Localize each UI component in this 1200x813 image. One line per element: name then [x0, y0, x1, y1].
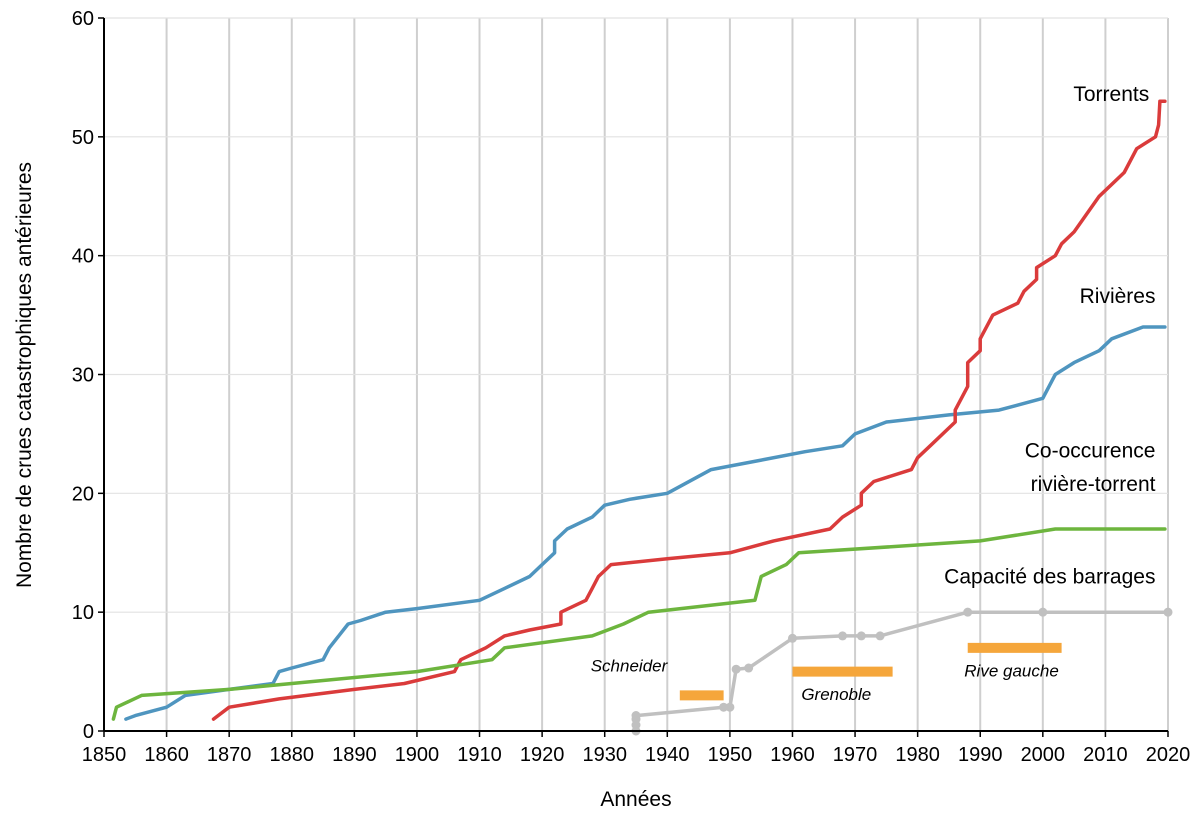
series-label: Capacité des barrages [944, 566, 1155, 589]
x-tick-label: 1870 [207, 744, 252, 766]
x-tick-label: 2010 [1083, 744, 1128, 766]
x-tick-label: 1990 [958, 744, 1003, 766]
x-tick-label: 1900 [395, 744, 440, 766]
x-tick-label: 1860 [144, 744, 189, 766]
data-point [787, 633, 797, 643]
data-point [1038, 607, 1048, 617]
y-tick-label: 0 [83, 721, 94, 743]
x-tick-label: 1880 [270, 744, 315, 766]
x-tick-label: 1920 [520, 744, 565, 766]
x-tick-label: 1960 [770, 744, 815, 766]
series-label: Rivières [1080, 285, 1156, 308]
series-lines [111, 99, 1173, 736]
y-tick-label: 10 [72, 602, 94, 624]
series-label: rivière-torrent [1031, 473, 1156, 496]
series-label: Co-occurence [1025, 440, 1156, 463]
annotations: Torrents Rivières Co-occurence rivière-torr… [944, 83, 1155, 588]
period-bar-label: Grenoble [801, 685, 871, 704]
series-line [211, 99, 1167, 721]
series-label: Torrents [1073, 83, 1149, 106]
data-point [744, 663, 754, 673]
grid [103, 17, 1169, 732]
data-point [963, 607, 973, 617]
x-tick-label: 1850 [82, 744, 127, 766]
series-line [111, 527, 1167, 721]
x-axis-title: Années [600, 788, 671, 811]
data-point [725, 702, 735, 712]
x-tick-label: 1950 [708, 744, 753, 766]
x-tick-label: 2020 [1146, 744, 1191, 766]
data-point [731, 664, 741, 674]
x-tick-label: 1930 [582, 744, 627, 766]
x-tick-label: 1980 [895, 744, 940, 766]
y-tick-label: 50 [72, 127, 94, 149]
x-tick-label: 1940 [645, 744, 690, 766]
series-line [634, 610, 1170, 733]
axes: 1850 1860 1870 1880 1890 1900 1910 1920 1930 1940… [72, 8, 1191, 766]
series-line [124, 325, 1167, 721]
period-bar-label: Rive gauche [964, 661, 1059, 680]
data-point [719, 702, 729, 712]
y-axis-title: Nombre de crues catastrophiques antérieu… [13, 162, 36, 588]
data-point [631, 711, 641, 721]
data-point [1163, 607, 1173, 617]
y-tick-label: 40 [72, 246, 94, 268]
data-point [838, 631, 848, 641]
y-tick-label: 30 [72, 365, 94, 387]
x-tick-label: 2000 [1021, 744, 1066, 766]
y-tick-label: 60 [72, 8, 94, 30]
period-bar-label: Schneider [591, 657, 669, 676]
x-tick-label: 1890 [332, 744, 377, 766]
x-tick-label: 1970 [833, 744, 878, 766]
period-bars: Schneider Grenoble Rive gauche [591, 642, 1062, 704]
data-point [875, 631, 885, 641]
y-tick-label: 20 [72, 483, 94, 505]
x-tick-label: 1910 [457, 744, 502, 766]
data-point [856, 631, 866, 641]
